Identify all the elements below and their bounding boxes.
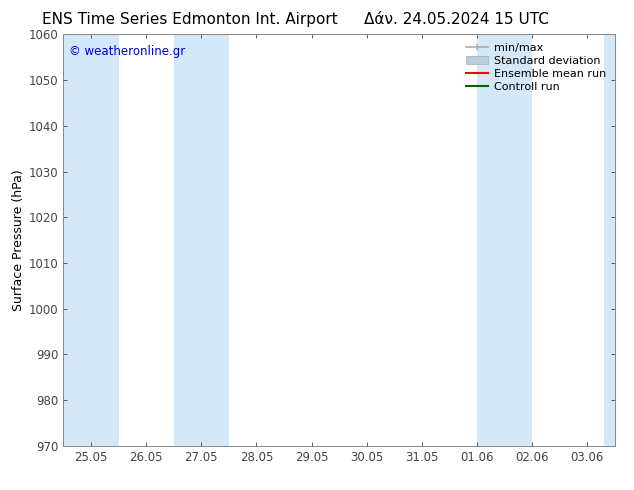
Bar	[604, 34, 634, 446]
Y-axis label: Surface Pressure (hPa): Surface Pressure (hPa)	[11, 169, 25, 311]
Bar	[63, 34, 119, 446]
Text: © weatheronline.gr: © weatheronline.gr	[69, 45, 185, 58]
Text: Δάν. 24.05.2024 15 UTC: Δάν. 24.05.2024 15 UTC	[364, 12, 549, 27]
Bar	[174, 34, 229, 446]
Text: ENS Time Series Edmonton Int. Airport: ENS Time Series Edmonton Int. Airport	[42, 12, 338, 27]
Legend: min/max, Standard deviation, Ensemble mean run, Controll run: min/max, Standard deviation, Ensemble me…	[463, 40, 609, 95]
Bar	[477, 34, 533, 446]
